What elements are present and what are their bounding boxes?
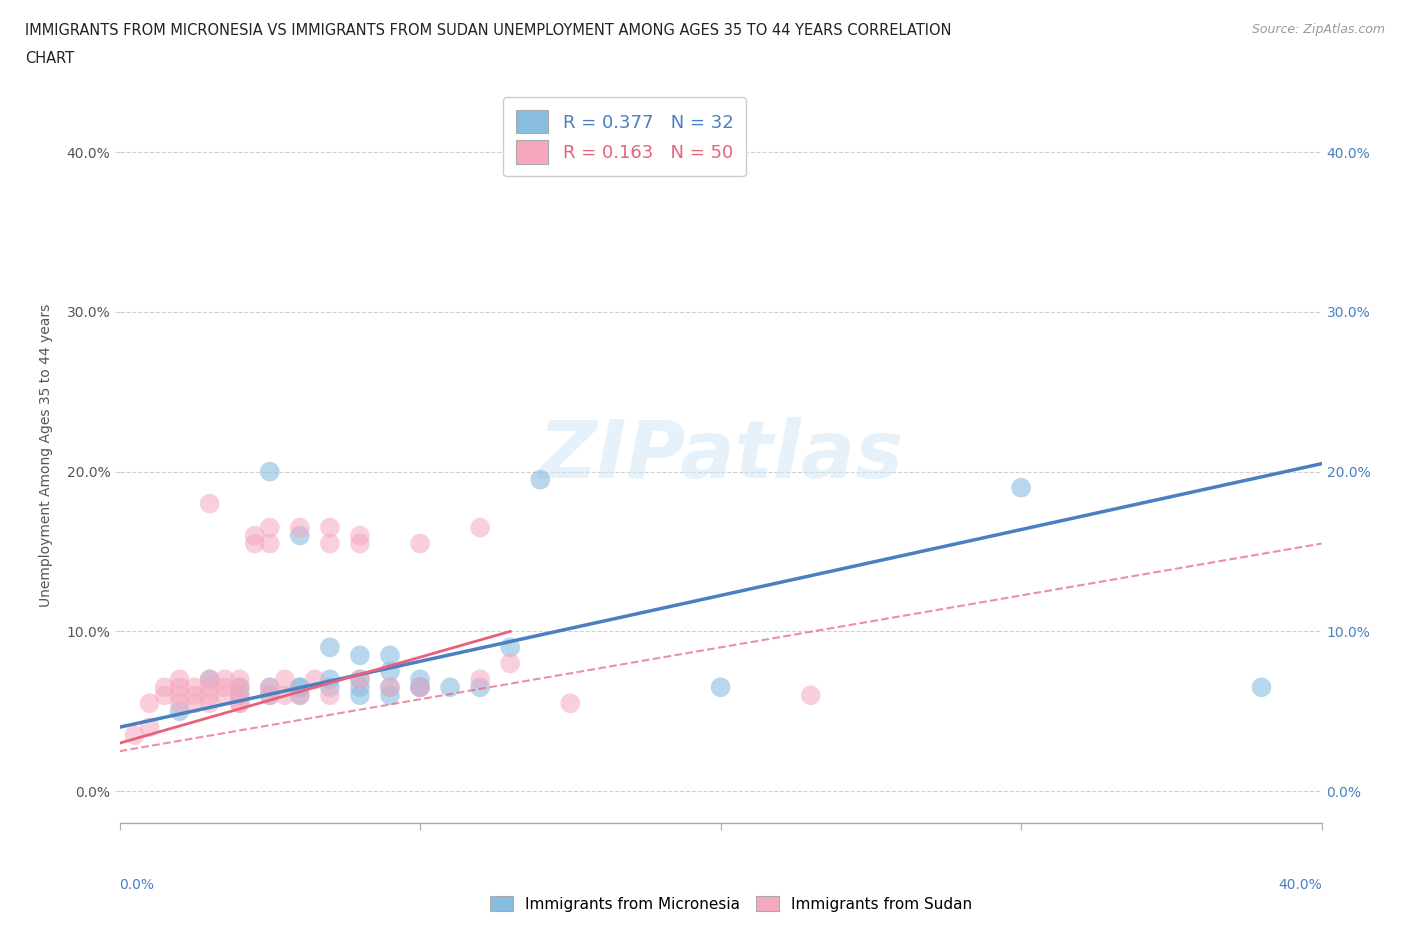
Point xyxy=(1010,480,1032,495)
Point xyxy=(288,520,311,535)
Text: 40.0%: 40.0% xyxy=(1278,878,1322,892)
Point xyxy=(138,696,160,711)
Point xyxy=(288,688,311,703)
Legend: Immigrants from Micronesia, Immigrants from Sudan: Immigrants from Micronesia, Immigrants f… xyxy=(484,889,979,918)
Point xyxy=(409,680,432,695)
Point xyxy=(259,680,281,695)
Point xyxy=(800,688,823,703)
Point xyxy=(228,680,252,695)
Point xyxy=(214,688,236,703)
Point xyxy=(153,688,176,703)
Point xyxy=(409,680,432,695)
Point xyxy=(228,671,252,686)
Point xyxy=(274,671,297,686)
Point xyxy=(228,688,252,703)
Point xyxy=(228,696,252,711)
Point xyxy=(319,680,342,695)
Point xyxy=(499,656,522,671)
Point xyxy=(138,720,160,735)
Point xyxy=(198,671,221,686)
Point xyxy=(468,520,492,535)
Point xyxy=(288,680,311,695)
Point xyxy=(198,671,221,686)
Point xyxy=(259,536,281,551)
Point xyxy=(228,696,252,711)
Text: ZIPatlas: ZIPatlas xyxy=(538,417,903,495)
Point xyxy=(319,671,342,686)
Point xyxy=(288,528,311,543)
Point xyxy=(198,497,221,512)
Point xyxy=(319,640,342,655)
Point xyxy=(319,688,342,703)
Point xyxy=(529,472,551,487)
Point xyxy=(169,688,191,703)
Point xyxy=(259,680,281,695)
Point xyxy=(378,664,401,679)
Point xyxy=(228,688,252,703)
Point xyxy=(169,696,191,711)
Point xyxy=(378,648,401,663)
Point xyxy=(183,680,205,695)
Point xyxy=(409,671,432,686)
Point xyxy=(349,648,371,663)
Point xyxy=(259,688,281,703)
Point xyxy=(349,528,371,543)
Point xyxy=(288,688,311,703)
Point xyxy=(319,536,342,551)
Point xyxy=(378,688,401,703)
Point xyxy=(709,680,731,695)
Point xyxy=(468,671,492,686)
Point xyxy=(214,680,236,695)
Point xyxy=(319,520,342,535)
Text: 0.0%: 0.0% xyxy=(120,878,155,892)
Text: Source: ZipAtlas.com: Source: ZipAtlas.com xyxy=(1251,23,1385,36)
Point xyxy=(259,520,281,535)
Text: IMMIGRANTS FROM MICRONESIA VS IMMIGRANTS FROM SUDAN UNEMPLOYMENT AMONG AGES 35 T: IMMIGRANTS FROM MICRONESIA VS IMMIGRANTS… xyxy=(25,23,952,38)
Point xyxy=(1250,680,1272,695)
Point xyxy=(259,688,281,703)
Point xyxy=(259,464,281,479)
Point xyxy=(304,671,326,686)
Point xyxy=(169,671,191,686)
Point xyxy=(349,671,371,686)
Point xyxy=(378,680,401,695)
Point xyxy=(499,640,522,655)
Point xyxy=(409,536,432,551)
Point xyxy=(228,680,252,695)
Point xyxy=(349,680,371,695)
Point xyxy=(169,704,191,719)
Point xyxy=(124,728,146,743)
Point xyxy=(169,680,191,695)
Point xyxy=(288,680,311,695)
Point xyxy=(198,688,221,703)
Point xyxy=(349,671,371,686)
Point xyxy=(349,536,371,551)
Point xyxy=(439,680,461,695)
Point xyxy=(378,680,401,695)
Point xyxy=(274,688,297,703)
Point xyxy=(183,696,205,711)
Point xyxy=(243,536,266,551)
Y-axis label: Unemployment Among Ages 35 to 44 years: Unemployment Among Ages 35 to 44 years xyxy=(39,304,52,607)
Point xyxy=(560,696,582,711)
Point xyxy=(468,680,492,695)
Point xyxy=(409,680,432,695)
Point xyxy=(198,680,221,695)
Point xyxy=(153,680,176,695)
Point xyxy=(198,696,221,711)
Text: CHART: CHART xyxy=(25,51,75,66)
Point xyxy=(349,688,371,703)
Point xyxy=(183,688,205,703)
Point xyxy=(243,528,266,543)
Point xyxy=(214,671,236,686)
Legend: R = 0.377   N = 32, R = 0.163   N = 50: R = 0.377 N = 32, R = 0.163 N = 50 xyxy=(503,98,747,177)
